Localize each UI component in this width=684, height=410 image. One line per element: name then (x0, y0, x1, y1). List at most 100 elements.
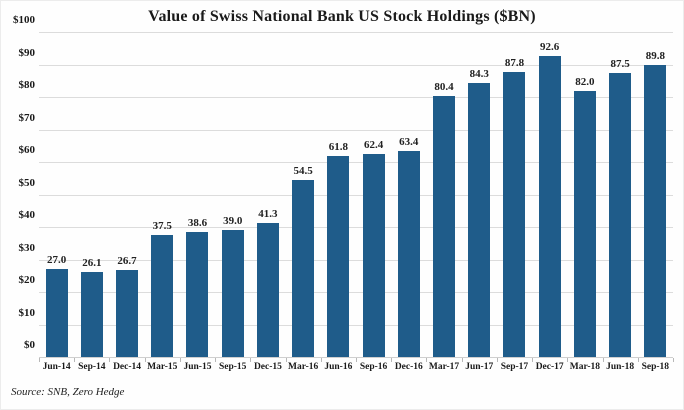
x-axis-tick (426, 358, 428, 362)
bar (573, 90, 596, 357)
y-tick-label: $90 (18, 46, 36, 59)
gridline (39, 32, 673, 33)
y-axis: $0 $10 $20 $30 $40 $50 $60 $70 $80 $90 $100 (1, 14, 39, 357)
bar (362, 154, 385, 357)
x-axis-tick (285, 358, 287, 362)
bar-column: 80.4 (426, 32, 461, 357)
gridline (39, 64, 673, 66)
bar (186, 231, 209, 357)
bar-column: 38.6 (180, 32, 215, 357)
y-tick-label: $80 (18, 79, 36, 91)
x-tick-label: Jun-15 (183, 362, 212, 372)
x-tick-label: Dec-14 (113, 362, 142, 372)
bar (609, 72, 632, 357)
gridline (39, 129, 673, 131)
bar (151, 235, 174, 357)
x-axis-tick (320, 358, 322, 362)
x-tick-label: Sep-14 (78, 362, 106, 372)
bar-column: 63.4 (391, 32, 426, 357)
x-axis-tick (39, 358, 40, 362)
bar-value-label: 89.8 (645, 50, 665, 63)
x-tick-label: Sep-17 (500, 362, 529, 372)
gridline (39, 324, 673, 326)
gridline (39, 162, 673, 163)
x-axis-tick (567, 358, 569, 362)
bar-column: 62.4 (356, 32, 391, 357)
x-tick-label: Jun-16 (324, 362, 353, 372)
x-axis-tick (144, 358, 146, 362)
bar-column: 37.5 (145, 32, 180, 357)
bar-value-label: 54.5 (293, 164, 313, 177)
bar-value-label: 26.1 (82, 257, 102, 270)
source-note: Source: SNB, Zero Hedge (11, 386, 125, 398)
bar (292, 179, 315, 357)
x-tick-label: Sep-16 (359, 362, 388, 372)
bar (221, 230, 244, 357)
bar-column: 41.3 (250, 32, 285, 357)
gridline (39, 227, 673, 228)
bar (538, 56, 561, 357)
y-tick-label: $40 (18, 209, 36, 221)
bar (45, 269, 68, 357)
bar-column: 84.3 (462, 32, 497, 357)
x-tick-label: Jun-18 (606, 362, 635, 372)
bar (433, 95, 456, 357)
bar-value-label: 87.8 (504, 56, 525, 69)
x-tick-label: Sep-18 (641, 362, 670, 372)
bar (503, 71, 526, 357)
bar-column: 82.0 (567, 32, 602, 357)
x-axis-tick (496, 358, 498, 362)
y-tick-label: $60 (18, 144, 36, 156)
bar (397, 150, 420, 357)
chart-title: Value of Swiss National Bank US Stock Ho… (148, 8, 536, 25)
x-axis: Jun-14 Sep-14 Dec-14 Mar-15 Jun-15 Sep-15 Dec-… (39, 362, 673, 372)
gridline (39, 259, 673, 261)
gridline (39, 292, 673, 293)
x-axis-tick (532, 358, 534, 362)
bar-value-label: 92.6 (540, 41, 560, 54)
bar (468, 83, 491, 357)
x-tick-label: Jun-17 (465, 362, 494, 372)
y-tick-label: $30 (18, 241, 36, 254)
y-tick-label: $70 (18, 111, 36, 124)
bar (327, 156, 350, 357)
plot-area: 27.0 26.1 26.7 37.5 38.6 39.0 41.3 54.5 61.8 62.4… (39, 32, 674, 362)
bar (116, 270, 139, 357)
x-tick-label: Mar-15 (147, 362, 178, 372)
x-tick-label: Mar-18 (569, 362, 601, 372)
y-tick-label: $100 (13, 14, 35, 26)
x-axis-tick (215, 358, 217, 362)
bar (644, 65, 667, 357)
bar-value-label: 87.5 (610, 57, 630, 70)
x-axis-tick (109, 358, 111, 362)
bar (80, 272, 103, 357)
bar-value-label: 37.5 (152, 220, 172, 233)
bar-value-label: 80.4 (434, 80, 454, 93)
bar-column: 87.5 (603, 32, 638, 357)
x-axis-tick (179, 358, 181, 362)
x-tick-label: Dec-16 (394, 362, 423, 372)
bar-value-label: 82.0 (575, 75, 595, 88)
bar-column: 89.8 (638, 32, 673, 357)
x-tick-label: Jun-14 (42, 362, 71, 372)
gridline (39, 194, 673, 196)
bar-column: 54.5 (286, 32, 321, 357)
x-axis-tick (602, 358, 604, 362)
bar-column: 26.1 (74, 32, 109, 357)
bar-column: 39.0 (215, 32, 250, 357)
bar-value-label: 61.8 (328, 141, 348, 154)
bar (256, 222, 279, 357)
x-tick-label: Mar-16 (288, 362, 319, 372)
bar-value-label: 63.4 (399, 135, 419, 148)
x-axis-tick (461, 358, 463, 362)
bar-column: 92.6 (532, 32, 567, 357)
gridline (39, 97, 673, 98)
bar-series: 27.0 26.1 26.7 37.5 38.6 39.0 41.3 54.5 61.8 62.4… (39, 32, 673, 357)
x-tick-label: Mar-17 (428, 362, 460, 372)
x-axis-tick (356, 358, 357, 362)
y-tick-label: $10 (18, 306, 36, 319)
y-tick-label: $20 (18, 274, 36, 286)
bar-column: 61.8 (321, 32, 356, 357)
x-axis-tick (74, 358, 76, 362)
